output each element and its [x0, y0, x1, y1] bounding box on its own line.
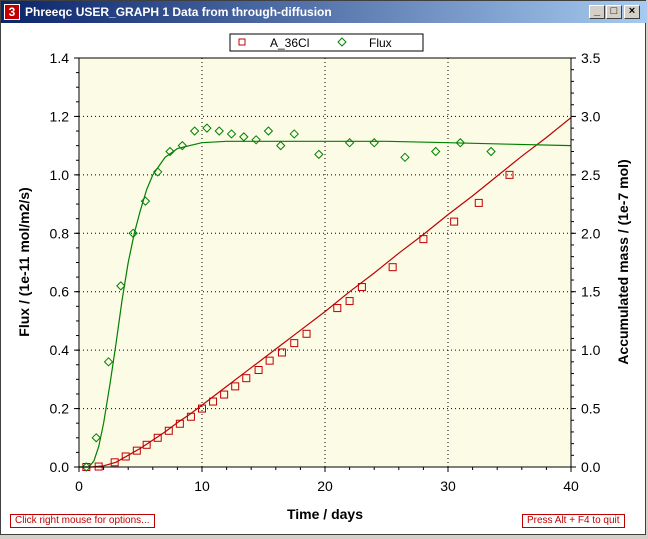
- point-flux: [202, 123, 212, 133]
- point-flux: [140, 196, 151, 206]
- point-flux: [344, 138, 355, 148]
- point-flux: [103, 357, 114, 367]
- point-flux: [400, 152, 410, 163]
- y-axis-right-label: Accumulated mass / (1e-7 mol): [615, 159, 631, 364]
- options-hint-button[interactable]: Click right mouse for options...: [10, 514, 155, 528]
- legend[interactable]: A_36Cl Flux: [229, 33, 424, 52]
- x-axis-label: Time / days: [287, 506, 363, 522]
- point-flux: [128, 228, 138, 238]
- point-a-36cl: [132, 446, 141, 455]
- legend-label-a36cl: A_36Cl: [270, 36, 309, 50]
- point-a-36cl: [345, 297, 354, 306]
- point-a-36cl: [231, 382, 240, 391]
- x-tick-label: 0: [75, 478, 83, 494]
- y-right-tick-label: 0.5: [581, 401, 601, 417]
- x-tick-label: 10: [194, 478, 210, 494]
- point-flux: [314, 149, 324, 160]
- point-a-36cl: [302, 329, 311, 338]
- axis-ticks: 0 10 20 30 400.00.20.40.60.81.01.21.40.00.51…: [50, 50, 601, 494]
- y-left-tick-label: 1.4: [50, 50, 70, 66]
- point-flux: [486, 146, 496, 157]
- maximize-button[interactable]: □: [606, 5, 622, 19]
- flux-chart[interactable]: 0 10 20 30 400.00.20.40.60.81.01.21.40.00.51…: [3, 24, 645, 534]
- y-right-tick-label: 3.5: [581, 50, 601, 66]
- close-button[interactable]: ×: [624, 5, 640, 19]
- point-a-36cl: [357, 283, 366, 292]
- legend-label-flux: Flux: [369, 36, 392, 50]
- point-a-36cl: [175, 419, 184, 428]
- y-left-tick-label: 0.0: [50, 459, 70, 475]
- point-flux: [276, 140, 286, 151]
- title-bar[interactable]: 3 Phreeqc USER_GRAPH 1 Data from through…: [1, 1, 647, 23]
- point-a-36cl: [242, 374, 251, 383]
- legend-square-marker-icon: [238, 38, 246, 46]
- curve-flux: [79, 140, 572, 468]
- point-a-36cl: [277, 348, 286, 357]
- y-right-tick-label: 2.0: [581, 225, 601, 241]
- point-a-36cl: [265, 356, 274, 365]
- point-flux: [116, 281, 126, 291]
- point-flux: [263, 126, 274, 136]
- y-left-tick-label: 0.6: [50, 284, 70, 300]
- graph-client-area[interactable]: 0 10 20 30 40 0.0 0.2 0.4 0.6 0.8 1.0 1.2 1.4 0.0 0.5 1…: [3, 24, 645, 534]
- x-tick-label: 20: [317, 478, 333, 494]
- y-axis-left-label: Flux / (1e-11 mol/m2/s): [16, 187, 32, 336]
- minimize-button[interactable]: _: [589, 5, 605, 19]
- model-curves: [79, 117, 572, 468]
- y-right-tick-label: 1.5: [581, 284, 601, 300]
- y-right-tick-label: 2.5: [581, 167, 601, 183]
- y-left-tick-label: 1.2: [50, 108, 70, 124]
- point-flux: [153, 167, 163, 177]
- y-left-tick-label: 1.0: [50, 167, 70, 183]
- legend-box: [229, 33, 424, 52]
- y-right-tick-label: 0.0: [581, 459, 601, 475]
- point-flux: [289, 129, 299, 139]
- point-flux: [455, 138, 466, 148]
- y-right-tick-label: 3.0: [581, 108, 601, 124]
- point-flux: [369, 138, 379, 148]
- point-flux: [430, 146, 441, 157]
- point-flux: [226, 129, 237, 139]
- point-flux: [251, 135, 261, 145]
- point-a-36cl: [142, 440, 151, 449]
- point-a-36cl: [121, 452, 130, 461]
- quit-hint-button[interactable]: Press Alt + F4 to quit: [522, 514, 625, 528]
- x-tick-label: 30: [440, 478, 456, 494]
- point-a-36cl: [474, 198, 483, 207]
- point-a-36cl: [290, 339, 299, 348]
- point-a-36cl: [220, 390, 229, 399]
- y-left-tick-label: 0.2: [50, 401, 70, 417]
- window-title: Phreeqc USER_GRAPH 1 Data from through-d…: [25, 5, 332, 19]
- legend-diamond-marker-icon: [337, 37, 347, 47]
- phreeqc-app-icon[interactable]: 3: [4, 4, 20, 20]
- data-markers: [81, 123, 514, 472]
- point-flux: [165, 146, 175, 157]
- point-a-36cl: [186, 412, 195, 421]
- point-flux: [189, 126, 200, 136]
- point-flux: [177, 140, 188, 151]
- point-a-36cl: [198, 404, 206, 413]
- grid-lines: [79, 58, 571, 467]
- point-a-36cl: [153, 433, 162, 442]
- curve-a-36cl: [79, 117, 572, 468]
- y-right-tick-label: 1.0: [581, 342, 601, 358]
- y-left-tick-label: 0.8: [50, 225, 70, 241]
- point-a-36cl: [254, 366, 263, 375]
- point-a-36cl: [419, 235, 428, 244]
- point-flux: [91, 433, 101, 443]
- point-flux: [81, 462, 92, 472]
- y-left-tick-label: 0.4: [50, 342, 70, 358]
- point-a-36cl: [450, 217, 459, 226]
- point-a-36cl: [388, 263, 397, 272]
- x-tick-label: 40: [563, 478, 579, 494]
- point-a-36cl: [505, 170, 514, 179]
- point-a-36cl: [333, 304, 342, 313]
- point-a-36cl: [164, 426, 173, 435]
- point-a-36cl: [209, 397, 218, 406]
- point-a-36cl: [110, 458, 119, 467]
- point-flux: [214, 126, 224, 136]
- point-flux: [239, 132, 249, 142]
